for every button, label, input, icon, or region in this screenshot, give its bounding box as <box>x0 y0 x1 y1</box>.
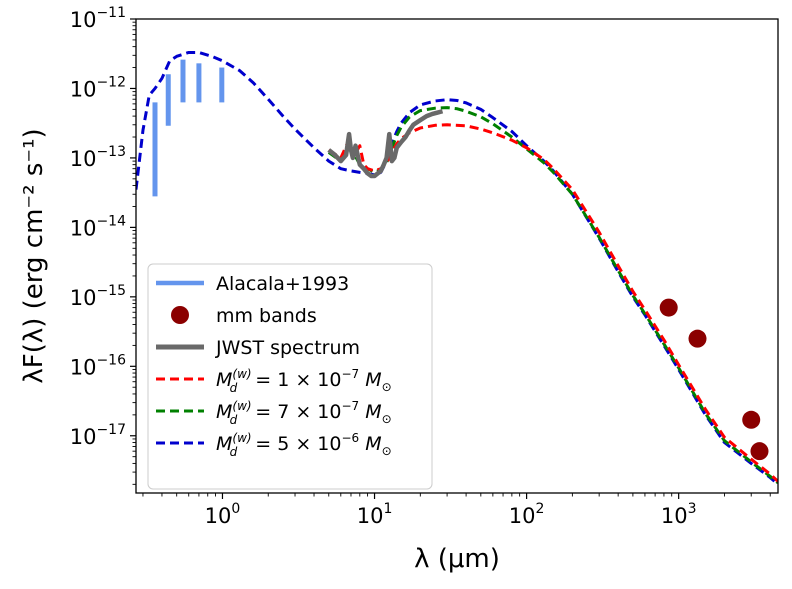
legend-label: M(w) d = 5 × 10−6 M⊙ <box>216 431 392 459</box>
legend-label: mm bands <box>216 305 317 327</box>
legend-label: JWST spectrum <box>215 337 360 359</box>
plot-area <box>136 50 778 486</box>
plot-frame <box>135 18 779 494</box>
mm-band-point <box>659 298 678 317</box>
x-axis-label: λ (μm) <box>414 544 500 574</box>
model-curve-line <box>327 123 778 483</box>
y-tick-label: 10−11 <box>70 5 126 32</box>
y-axis-label: λF(λ) (erg cm⁻² s⁻¹) <box>19 128 49 383</box>
mm-band-point <box>688 329 707 348</box>
legend-label: M(w) d = 7 × 10−7 M⊙ <box>216 399 392 427</box>
x-tick-label: 101 <box>357 501 393 528</box>
legend: Alacala+1993 mm bands JWST spectrum M(w) d =… <box>147 263 433 490</box>
y-tick-label: 10−13 <box>70 144 126 171</box>
legend-handle-mm <box>171 306 189 324</box>
alcala-bars-layer <box>152 59 225 197</box>
y-tick-label: 10−14 <box>70 213 126 240</box>
y-axis-ticks: 10−11 10−12 10−13 10−14 10−15 10−16 10−17 <box>70 5 136 485</box>
mm-band-point <box>750 442 769 461</box>
legend-label: M(w) d = 1 × 10−7 M⊙ <box>216 367 392 395</box>
legend-box <box>147 263 433 490</box>
y-tick-label: 10−12 <box>70 74 126 101</box>
jwst-spectrum-line <box>327 109 444 179</box>
model-curve-line <box>136 50 778 486</box>
legend-entries: Alacala+1993 mm bands JWST spectrum M(w) d =… <box>156 273 392 459</box>
x-axis-ticks: 100 101 102 103 <box>142 493 771 528</box>
mm-points-layer <box>659 298 769 461</box>
x-tick-label: 100 <box>205 501 241 528</box>
y-tick-label: 10−16 <box>70 352 126 379</box>
x-tick-label: 102 <box>509 501 545 528</box>
mm-band-point <box>742 410 761 429</box>
y-tick-label: 10−15 <box>70 283 126 310</box>
y-tick-label: 10−17 <box>70 422 126 449</box>
x-tick-label: 103 <box>661 501 697 528</box>
legend-label: Alacala+1993 <box>216 273 349 295</box>
jwst-spectrum-layer <box>327 109 444 179</box>
